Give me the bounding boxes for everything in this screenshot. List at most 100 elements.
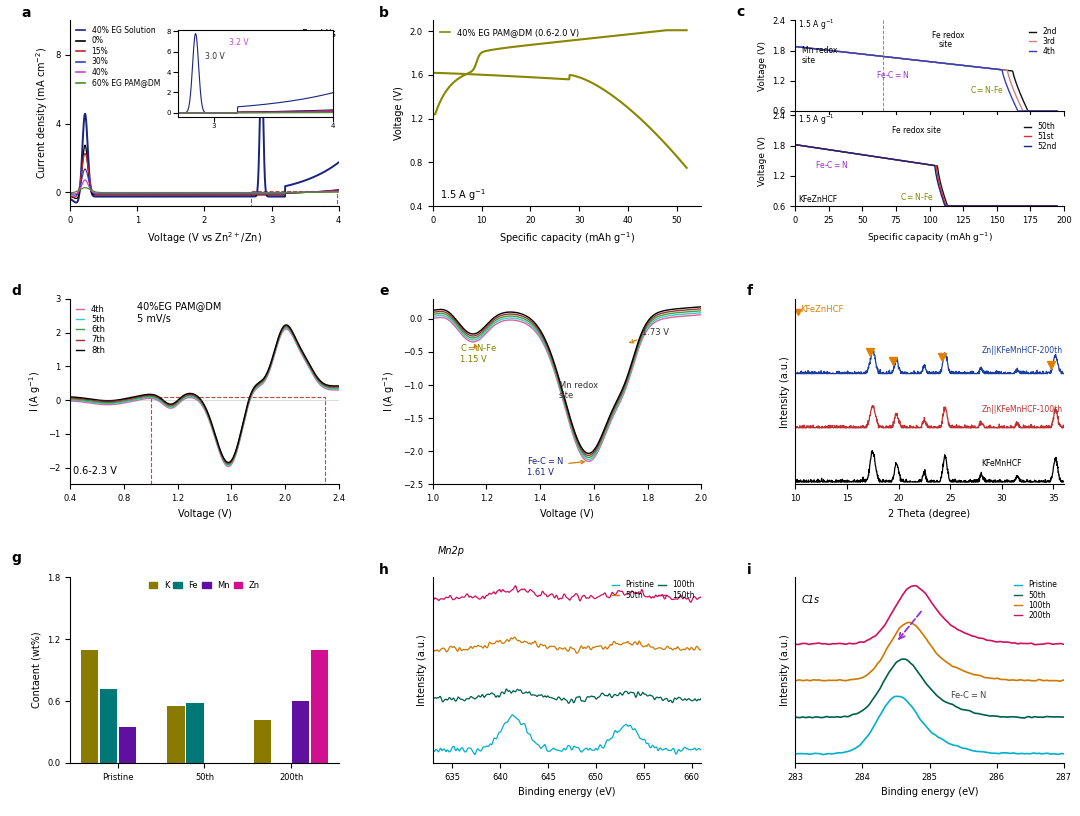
Y-axis label: Intensity (a.u.): Intensity (a.u.)	[780, 634, 789, 706]
40%	[78, 175, 91, 185]
Legend: Pristine, 50th, 100th, 150th: Pristine, 50th, 100th, 150th	[609, 578, 698, 603]
30%	[68, 190, 81, 200]
40% EG Solution	[64, 194, 77, 204]
60% EG PAM@DM	[324, 187, 337, 197]
Text: 5 mV/s: 5 mV/s	[137, 314, 172, 325]
Legend: 40% EG PAM@DM (0.6-2.0 V): 40% EG PAM@DM (0.6-2.0 V)	[437, 24, 582, 40]
Text: b: b	[379, 6, 389, 20]
40% EG Solution	[187, 192, 200, 202]
Y-axis label: Current density (mA cm$^{-2}$): Current density (mA cm$^{-2}$)	[33, 47, 50, 180]
Legend: 50th, 51st, 52nd: 50th, 51st, 52nd	[1021, 119, 1059, 154]
Text: Fe-C$=$N: Fe-C$=$N	[815, 159, 849, 171]
40% EG Solution	[78, 114, 91, 124]
40%	[333, 187, 346, 197]
0%	[64, 191, 77, 201]
Text: g: g	[11, 552, 21, 565]
Bar	[81, 650, 98, 763]
Y-axis label: I (A g$^{-1}$): I (A g$^{-1}$)	[27, 371, 43, 412]
Text: c: c	[737, 5, 744, 19]
15%	[64, 191, 77, 201]
X-axis label: 2 Theta (degree): 2 Theta (degree)	[889, 509, 971, 519]
40% EG Solution	[255, 59, 268, 69]
X-axis label: Binding energy (eV): Binding energy (eV)	[881, 787, 978, 797]
Text: Fe redox site: Fe redox site	[892, 126, 941, 135]
15%	[79, 149, 92, 158]
Text: h: h	[379, 562, 389, 577]
Text: C1s: C1s	[802, 595, 820, 605]
Text: site: site	[939, 39, 953, 49]
15%	[275, 189, 288, 199]
Text: C$=$N-Fe: C$=$N-Fe	[900, 191, 934, 202]
Legend: 2nd, 3rd, 4th: 2nd, 3rd, 4th	[1026, 24, 1059, 59]
Bar	[99, 689, 117, 763]
60% EG PAM@DM	[333, 187, 346, 197]
Text: f: f	[747, 284, 753, 298]
Text: 40%EG PAM@DM: 40%EG PAM@DM	[137, 301, 221, 311]
Line: 60% EG PAM@DM: 60% EG PAM@DM	[70, 188, 339, 193]
Y-axis label: Voltage (V): Voltage (V)	[758, 135, 767, 186]
Text: C$=$N-Fe
1.15 V: C$=$N-Fe 1.15 V	[460, 343, 497, 364]
40%	[188, 188, 201, 197]
Text: Zn||KFeMnHCF-100th: Zn||KFeMnHCF-100th	[981, 406, 1063, 415]
Bar	[151, 397, 325, 485]
30%	[275, 188, 288, 198]
30%	[333, 186, 346, 196]
Text: a: a	[22, 6, 31, 20]
40%	[64, 188, 77, 198]
X-axis label: Voltage (V): Voltage (V)	[540, 509, 594, 519]
40%	[194, 188, 207, 197]
Text: 1.73 V: 1.73 V	[630, 328, 670, 343]
Legend: Pristine, 50th, 100th, 200th: Pristine, 50th, 100th, 200th	[1011, 578, 1059, 623]
60% EG PAM@DM	[194, 188, 207, 197]
Legend: 4th, 5th, 6th, 7th, 8th: 4th, 5th, 6th, 7th, 8th	[75, 303, 107, 357]
0%	[325, 186, 338, 196]
0%	[78, 144, 91, 153]
40% EG Solution	[325, 162, 338, 172]
Bar	[186, 703, 204, 763]
60% EG PAM@DM	[64, 188, 77, 197]
Bar	[254, 720, 271, 763]
30%	[188, 188, 201, 198]
Y-axis label: Voltage (V): Voltage (V)	[394, 86, 404, 140]
Y-axis label: Intensity (a.u.): Intensity (a.u.)	[417, 634, 428, 706]
40% EG Solution	[325, 163, 338, 173]
40%	[275, 188, 288, 197]
Text: i: i	[747, 562, 752, 577]
Text: Mn2p: Mn2p	[437, 546, 464, 556]
30%	[78, 166, 91, 175]
Text: 0.6-2.3 V: 0.6-2.3 V	[72, 467, 117, 477]
Text: Fe-C$=$N: Fe-C$=$N	[949, 689, 986, 699]
Line: 40%: 40%	[70, 180, 339, 194]
15%	[68, 192, 81, 202]
Text: Mn redox
site: Mn redox site	[802, 46, 837, 65]
0%	[194, 190, 207, 200]
15%	[188, 189, 201, 199]
Text: Fe redox: Fe redox	[932, 31, 964, 40]
Bar	[311, 650, 328, 763]
60% EG PAM@DM	[79, 183, 92, 193]
0%	[275, 190, 288, 200]
60% EG PAM@DM	[275, 188, 288, 197]
30%	[325, 187, 338, 197]
X-axis label: Voltage (V): Voltage (V)	[177, 509, 231, 519]
60% EG PAM@DM	[325, 187, 338, 197]
Legend: 40% EG Solution, 0%, 15%, 30%, 40%, 60% EG PAM@DM: 40% EG Solution, 0%, 15%, 30%, 40%, 60% …	[75, 24, 162, 89]
40% EG Solution	[275, 192, 288, 202]
X-axis label: Voltage (V vs Zn$^{2+}$/Zn): Voltage (V vs Zn$^{2+}$/Zn)	[147, 230, 262, 246]
Line: 30%: 30%	[70, 169, 339, 195]
Text: Fe-C$=$N
1.61 V: Fe-C$=$N 1.61 V	[527, 455, 584, 477]
Text: Mn redox
site: Mn redox site	[559, 381, 598, 401]
40%	[325, 187, 338, 197]
X-axis label: Specific capacity (mAh g$^{-1}$): Specific capacity (mAh g$^{-1}$)	[866, 230, 993, 245]
30%	[79, 164, 92, 174]
Bar	[119, 727, 136, 763]
Text: C$=$N-Fe: C$=$N-Fe	[970, 84, 1003, 95]
Bar	[167, 706, 185, 763]
30%	[64, 189, 77, 199]
Y-axis label: I (A g$^{-1}$): I (A g$^{-1}$)	[381, 371, 397, 412]
15%	[333, 185, 346, 195]
0%	[188, 190, 201, 200]
Text: e: e	[379, 284, 389, 298]
0%	[325, 185, 338, 195]
Line: 15%: 15%	[70, 153, 339, 197]
